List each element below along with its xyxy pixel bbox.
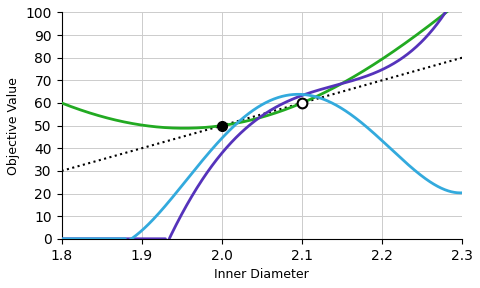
X-axis label: Inner Diameter: Inner Diameter xyxy=(215,268,309,281)
Y-axis label: Objective Value: Objective Value xyxy=(7,77,20,175)
